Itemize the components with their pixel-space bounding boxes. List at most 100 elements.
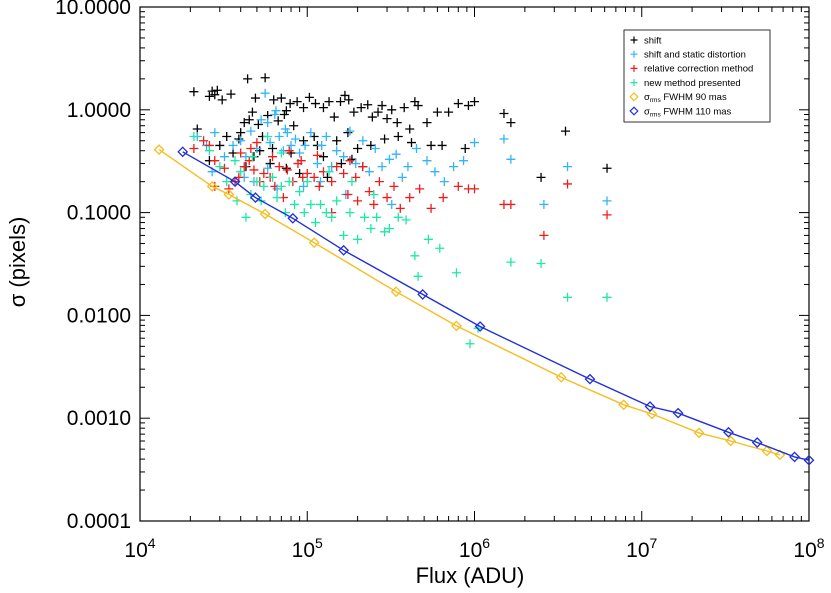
plus-point [453,181,463,191]
diamond-point [618,399,630,411]
diamond-point [206,180,218,192]
plus-point [228,148,238,158]
plus-point [276,93,286,103]
plus-point [401,215,411,225]
diamond-point [153,144,165,156]
plus-point [204,91,214,101]
plus-point [426,140,436,150]
plus-point [189,144,199,154]
x-tick-label: 108 [793,535,824,562]
plus-point [239,162,249,172]
plus-point [247,152,257,162]
plus-point [318,152,328,162]
plus-point [426,203,436,213]
plus-point [356,103,366,113]
plus-point [422,118,432,128]
plus-point [345,208,355,218]
legend-marker [629,92,639,102]
diamond-point [308,237,320,249]
plus-point [332,136,342,146]
plus-point [270,110,280,120]
plus-point [309,172,319,182]
plus-point [263,131,273,141]
plus-point [412,144,421,154]
plus-point [351,159,361,169]
series-line [182,151,810,461]
plus-point [382,193,392,203]
series-4 [189,131,612,349]
plus-point [387,105,397,115]
plus-point [322,172,332,182]
plus-point [299,181,309,191]
plus-point [366,224,376,234]
plus-point [422,156,432,166]
plus-point [470,138,479,148]
plus-point [224,184,234,194]
diamond-point [644,401,656,412]
diamond-point [803,454,815,466]
plus-point [265,159,275,169]
plus-point [318,103,328,113]
plus-point [560,126,570,136]
plus-point [236,128,246,138]
plus-point [451,268,461,278]
plus-point [539,230,549,240]
plus-point [439,177,449,187]
plus-point [358,136,368,146]
plus-point [373,107,383,117]
plus-point [413,271,423,281]
legend-marker [630,36,638,44]
plus-point [284,177,294,187]
plus-point [506,257,516,267]
plus-point [370,144,380,154]
plus-point [199,136,209,146]
plus-point [281,106,291,116]
plus-point [217,95,227,105]
diamond-point [177,146,189,158]
plus-point [210,128,220,138]
plus-point [602,292,612,302]
x-axis-label: Flux (ADU) [416,563,525,588]
plus-point [339,230,349,240]
y-tick-label: 0.0001 [67,510,131,533]
plus-point [384,154,394,164]
diamond-point [338,244,350,256]
plus-point [353,144,363,154]
plus-point [465,339,475,349]
y-axis-label: σ (pixels) [5,217,30,308]
plus-point [252,138,262,148]
plus-point [602,163,612,173]
plus-point [276,181,286,191]
plus-point [310,218,320,228]
plus-point [204,146,214,156]
plus-point [393,212,403,222]
plus-point [392,118,402,128]
plus-point [438,193,448,203]
plus-point [276,148,286,158]
plus-point [249,165,259,175]
plus-point [363,100,373,110]
plus-point [470,184,479,194]
plus-point [310,99,320,109]
plus-point [222,131,232,141]
plus-point [312,150,322,160]
plus-point [406,138,416,148]
plus-point [219,163,229,173]
plus-point [413,101,423,111]
plus-point [324,167,334,177]
plus-point [423,234,433,244]
plus-point [290,199,300,209]
plus-point [268,144,278,154]
legend-marker [629,106,639,116]
plus-point [539,199,549,209]
diamond-point [774,449,786,461]
plus-point [279,110,289,120]
plus-point [410,251,420,261]
plus-point [236,148,246,158]
plus-point [268,172,278,182]
plus-point [236,136,246,146]
plus-point [321,208,331,218]
legend-marker [630,64,638,72]
plus-point [430,167,440,177]
plus-point [314,181,324,191]
